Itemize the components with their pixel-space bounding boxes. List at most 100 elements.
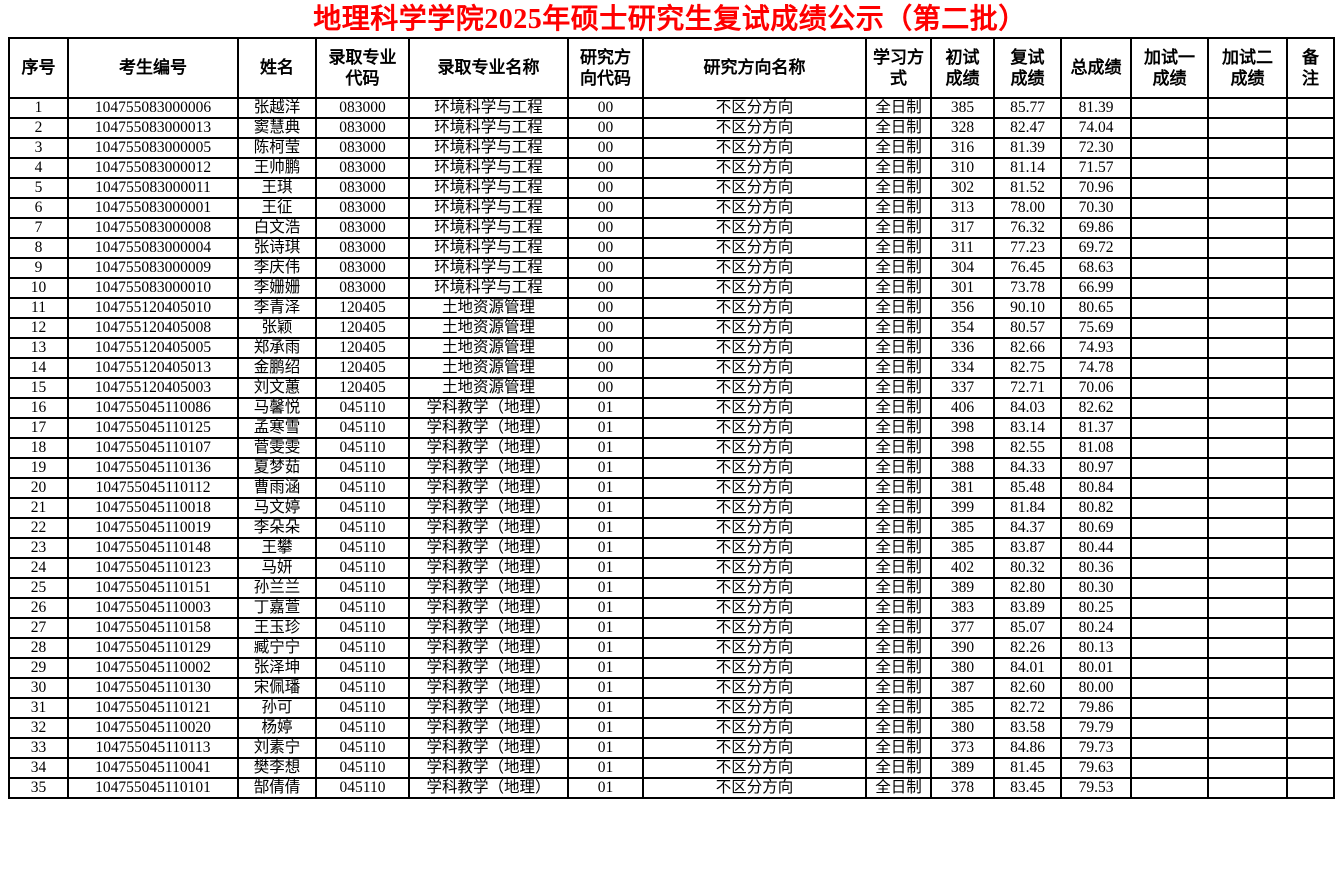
cell-name: 樊李想 (237, 757, 317, 779)
cell-direction_code: 01 (567, 437, 644, 459)
cell-study_mode: 全日制 (865, 457, 932, 479)
cell-major_code: 120405 (315, 357, 410, 379)
cell-name: 张颖 (237, 317, 317, 339)
column-header-retest_score: 复试 成绩 (993, 37, 1062, 99)
cell-remarks (1286, 677, 1335, 699)
cell-study_mode: 全日制 (865, 677, 932, 699)
cell-major_name: 学科教学（地理） (408, 757, 569, 779)
cell-total_score: 71.57 (1060, 157, 1132, 179)
cell-total_score: 74.04 (1060, 117, 1132, 139)
cell-major_code: 083000 (315, 157, 410, 179)
column-header-extra_test2_score: 加试二 成绩 (1207, 37, 1288, 99)
cell-no: 14 (8, 357, 69, 379)
cell-name: 李青泽 (237, 297, 317, 319)
cell-major_code: 120405 (315, 337, 410, 359)
cell-study_mode: 全日制 (865, 377, 932, 399)
cell-direction_code: 00 (567, 177, 644, 199)
cell-no: 30 (8, 677, 69, 699)
cell-no: 34 (8, 757, 69, 779)
cell-initial_score: 337 (930, 377, 995, 399)
cell-extra_test1_score (1130, 617, 1209, 639)
cell-extra_test1_score (1130, 557, 1209, 579)
cell-extra_test1_score (1130, 457, 1209, 479)
cell-study_mode: 全日制 (865, 157, 932, 179)
cell-initial_score: 311 (930, 237, 995, 259)
cell-study_mode: 全日制 (865, 517, 932, 539)
cell-total_score: 80.25 (1060, 597, 1132, 619)
cell-extra_test1_score (1130, 417, 1209, 439)
cell-candidate_id: 104755045110003 (67, 597, 239, 619)
cell-retest_score: 84.37 (993, 517, 1062, 539)
cell-no: 26 (8, 597, 69, 619)
table-row: 8 104755083000004 张诗琪 083000 环境科学与工程 00 不区分方向全… (8, 237, 1335, 259)
cell-candidate_id: 104755045110113 (67, 737, 239, 759)
cell-initial_score: 388 (930, 457, 995, 479)
cell-direction_code: 01 (567, 637, 644, 659)
cell-retest_score: 83.14 (993, 417, 1062, 439)
cell-total_score: 70.30 (1060, 197, 1132, 219)
cell-direction_code: 01 (567, 477, 644, 499)
cell-total_score: 80.36 (1060, 557, 1132, 579)
cell-initial_score: 385 (930, 517, 995, 539)
table-row: 10 104755083000010 李姗姗 083000 环境科学与工程 00 不区分方向… (8, 277, 1335, 299)
cell-study_mode: 全日制 (865, 597, 932, 619)
cell-study_mode: 全日制 (865, 637, 932, 659)
cell-remarks (1286, 237, 1335, 259)
cell-direction_name: 不区分方向 (642, 657, 867, 679)
cell-extra_test2_score (1207, 377, 1288, 399)
cell-study_mode: 全日制 (865, 117, 932, 139)
cell-name: 王攀 (237, 537, 317, 559)
cell-total_score: 79.79 (1060, 717, 1132, 739)
cell-direction_name: 不区分方向 (642, 377, 867, 399)
cell-extra_test2_score (1207, 457, 1288, 479)
cell-retest_score: 72.71 (993, 377, 1062, 399)
cell-candidate_id: 104755045110130 (67, 677, 239, 699)
cell-major_code: 083000 (315, 137, 410, 159)
cell-initial_score: 390 (930, 637, 995, 659)
cell-direction_code: 01 (567, 457, 644, 479)
cell-direction_name: 不区分方向 (642, 477, 867, 499)
cell-extra_test1_score (1130, 117, 1209, 139)
cell-no: 27 (8, 617, 69, 639)
cell-initial_score: 373 (930, 737, 995, 759)
cell-extra_test2_score (1207, 157, 1288, 179)
cell-major_code: 045110 (315, 737, 410, 759)
cell-name: 刘文蕙 (237, 377, 317, 399)
cell-candidate_id: 104755083000004 (67, 237, 239, 259)
cell-extra_test1_score (1130, 217, 1209, 239)
cell-major_name: 环境科学与工程 (408, 217, 569, 239)
cell-direction_name: 不区分方向 (642, 237, 867, 259)
cell-study_mode: 全日制 (865, 97, 932, 119)
cell-study_mode: 全日制 (865, 217, 932, 239)
cell-retest_score: 83.58 (993, 717, 1062, 739)
column-header-direction_code: 研究方 向代码 (567, 37, 644, 99)
cell-remarks (1286, 577, 1335, 599)
cell-remarks (1286, 477, 1335, 499)
cell-total_score: 70.96 (1060, 177, 1132, 199)
cell-direction_name: 不区分方向 (642, 577, 867, 599)
cell-extra_test2_score (1207, 337, 1288, 359)
cell-major_name: 环境科学与工程 (408, 117, 569, 139)
cell-name: 王征 (237, 197, 317, 219)
cell-no: 4 (8, 157, 69, 179)
cell-no: 31 (8, 697, 69, 719)
cell-remarks (1286, 297, 1335, 319)
cell-direction_code: 01 (567, 697, 644, 719)
cell-direction_name: 不区分方向 (642, 337, 867, 359)
cell-candidate_id: 104755120405008 (67, 317, 239, 339)
cell-study_mode: 全日制 (865, 437, 932, 459)
cell-extra_test1_score (1130, 757, 1209, 779)
cell-total_score: 82.62 (1060, 397, 1132, 419)
cell-extra_test2_score (1207, 597, 1288, 619)
cell-major_name: 学科教学（地理） (408, 617, 569, 639)
cell-remarks (1286, 257, 1335, 279)
cell-major_code: 045110 (315, 537, 410, 559)
cell-extra_test2_score (1207, 417, 1288, 439)
cell-initial_score: 383 (930, 597, 995, 619)
cell-retest_score: 85.48 (993, 477, 1062, 499)
cell-total_score: 80.24 (1060, 617, 1132, 639)
cell-name: 王玉珍 (237, 617, 317, 639)
cell-total_score: 70.06 (1060, 377, 1132, 399)
table-row: 15 104755120405003 刘文蕙 120405 土地资源管理 00 不区分方向全… (8, 377, 1335, 399)
table-row: 2 104755083000013 窦慧典 083000 环境科学与工程 00 不区分方向全… (8, 117, 1335, 139)
